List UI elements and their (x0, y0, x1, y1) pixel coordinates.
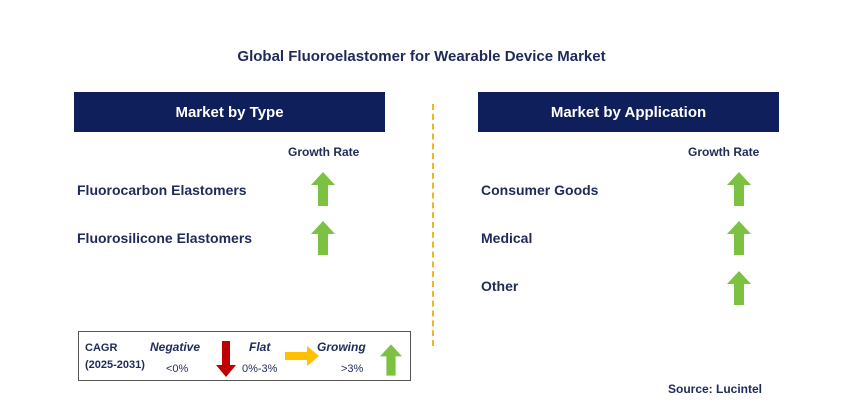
panel-divider (432, 104, 434, 346)
application-item-other: Other (481, 278, 519, 294)
up-arrow-icon (727, 271, 751, 305)
application-item-medical: Medical (481, 230, 533, 246)
left-growth-rate-label: Growth Rate (288, 145, 360, 159)
up-arrow-icon (311, 172, 335, 206)
up-arrow-icon (727, 221, 751, 255)
page-title: Global Fluoroelastomer for Wearable Devi… (237, 48, 606, 65)
legend-cagr-label: CAGR (85, 342, 118, 354)
legend-growing-label: Growing (317, 340, 366, 354)
up-arrow-icon (380, 343, 402, 377)
legend-period-label: (2025-2031) (85, 359, 145, 371)
legend-negative-range: <0% (166, 363, 189, 375)
application-item-consumer-goods: Consumer Goods (481, 182, 599, 198)
market-by-type-header: Market by Type (74, 92, 385, 132)
up-arrow-icon (727, 172, 751, 206)
market-by-application-header: Market by Application (478, 92, 779, 132)
up-arrow-icon (311, 221, 335, 255)
right-growth-rate-label: Growth Rate (688, 145, 760, 159)
source-label: Source: Lucintel (668, 382, 763, 396)
type-item-fluorosilicone: Fluorosilicone Elastomers (77, 230, 253, 246)
right-arrow-icon (285, 346, 319, 366)
down-arrow-icon (216, 341, 236, 377)
type-item-fluorocarbon: Fluorocarbon Elastomers (77, 182, 247, 198)
cagr-legend: CAGR (2025-2031) Negative <0% Flat 0%-3%… (78, 331, 411, 381)
legend-negative-label: Negative (150, 340, 201, 354)
legend-flat-range: 0%-3% (242, 363, 278, 375)
legend-flat-label: Flat (249, 340, 271, 354)
legend-growing-range: >3% (341, 363, 364, 375)
